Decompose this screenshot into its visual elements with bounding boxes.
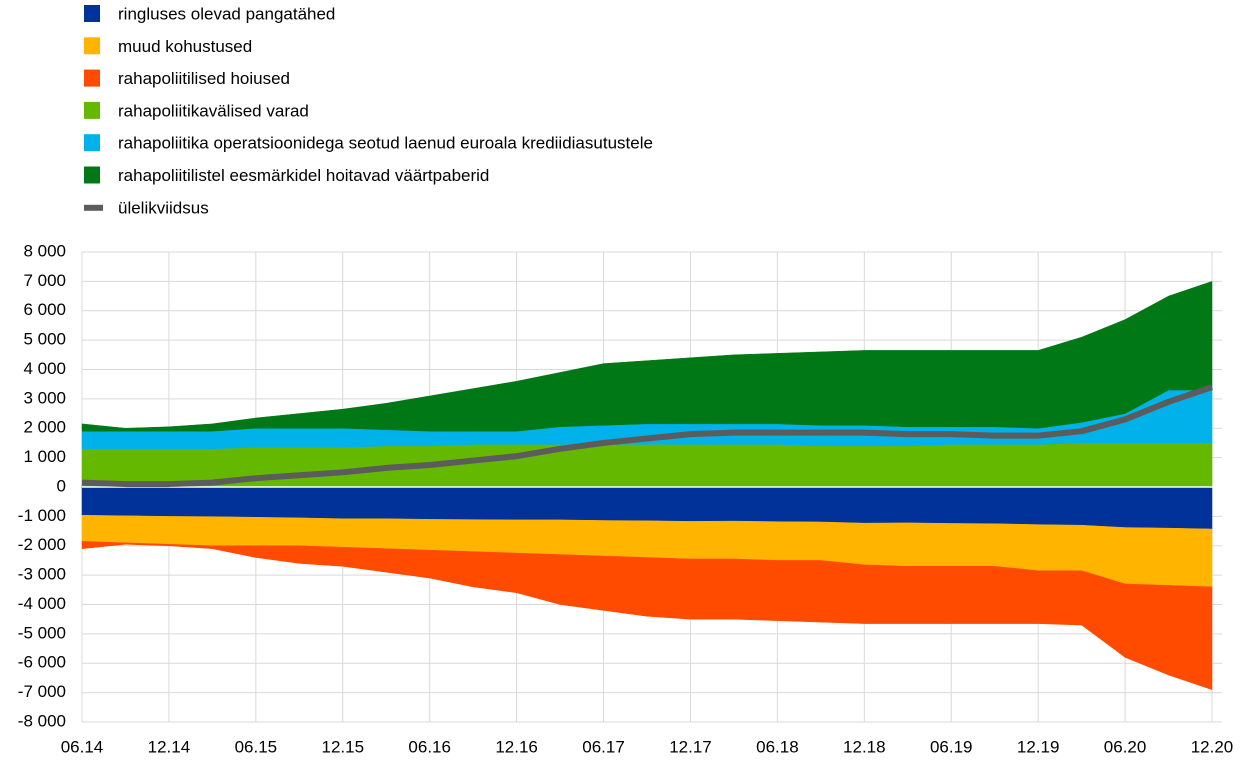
legend-label: muud kohustused [118,37,252,56]
x-tick-label: 06.15 [235,737,278,756]
y-tick-label: 4 000 [23,359,66,378]
y-tick-label: 1 000 [23,447,66,466]
y-tick-label: 0 [57,476,66,495]
x-tick-label: 12.18 [843,737,886,756]
y-tick-label: -8 000 [18,711,66,730]
area [81,541,1213,691]
y-tick-label: -1 000 [18,506,66,525]
legend-label: ülelikviidsus [118,198,209,217]
x-tick-label: 06.17 [582,737,625,756]
y-tick-label: -3 000 [18,565,66,584]
legend-swatch [84,101,100,119]
x-tick-label: 06.19 [930,737,973,756]
y-tick-label: -6 000 [18,653,66,672]
legend-swatch [84,69,100,87]
x-tick-label: 12.17 [669,737,712,756]
legend-swatch [84,166,100,184]
x-tick-label: 12.15 [321,737,364,756]
y-tick-label: 3 000 [23,388,66,407]
x-tick-label: 12.14 [148,737,191,756]
x-tick-label: 12.19 [1017,737,1060,756]
y-tick-label: -4 000 [18,594,66,613]
x-tick-label: 06.20 [1104,737,1147,756]
area [81,281,1213,432]
y-tick-label: 8 000 [23,241,66,260]
x-tick-label: 06.18 [756,737,799,756]
y-tick-label: -2 000 [18,535,66,554]
legend-swatch [84,5,100,22]
y-tick-label: -7 000 [18,682,66,701]
legend-swatch [84,204,103,211]
x-tick-label: 12.20 [1191,737,1234,756]
y-tick-label: 5 000 [23,330,66,349]
y-tick-label: 2 000 [23,418,66,437]
x-tick-label: 12.16 [495,737,538,756]
legend-label: rahapoliitika operatsioonidega seotud la… [118,134,653,153]
x-tick-label: 06.14 [61,737,104,756]
y-tick-label: -5 000 [18,623,66,642]
legend-label: ringluses olevad pangatähed [118,4,335,23]
y-tick-label: 7 000 [23,271,66,290]
line [81,384,1213,488]
legend-label: rahapoliitilistel eesmärkidel hoitavad v… [118,166,489,185]
legend-swatch [84,134,100,152]
x-tick-label: 06.16 [408,737,451,756]
y-tick-label: 6 000 [23,300,66,319]
legend-swatch [84,37,100,55]
legend-label: rahapoliitilised hoiused [118,69,290,88]
legend-label: rahapoliitikavälised varad [118,101,309,120]
